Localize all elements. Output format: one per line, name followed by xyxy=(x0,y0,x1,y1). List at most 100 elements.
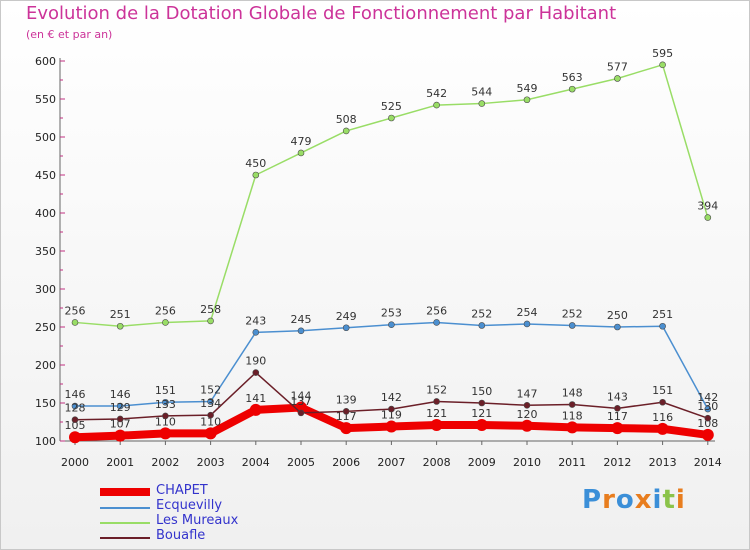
data-label-les-mureaux: 479 xyxy=(291,135,312,148)
data-point-bouafle xyxy=(388,405,395,413)
data-label-ecquevilly: 250 xyxy=(607,309,628,322)
data-point-ecquevilly xyxy=(614,323,621,331)
data-point-chapet xyxy=(114,429,127,442)
chart-subtitle: (en € et par an) xyxy=(26,28,113,41)
x-tick-label: 2004 xyxy=(242,456,270,469)
data-label-bouafle: 152 xyxy=(426,383,447,396)
data-label-les-mureaux: 595 xyxy=(652,47,673,60)
x-tick-label: 2009 xyxy=(468,456,496,469)
data-label-chapet: 105 xyxy=(65,419,86,432)
data-point-chapet xyxy=(204,427,217,440)
data-point-chapet xyxy=(69,431,81,444)
data-label-bouafle: 134 xyxy=(200,397,221,410)
data-label-bouafle: 133 xyxy=(155,398,176,411)
data-point-ecquevilly xyxy=(342,324,350,332)
legend-label-chapet: CHAPET xyxy=(156,483,208,498)
data-label-les-mureaux: 251 xyxy=(110,308,131,321)
data-label-ecquevilly: 256 xyxy=(426,304,447,317)
data-label-chapet: 119 xyxy=(381,409,402,422)
data-label-ecquevilly: 251 xyxy=(652,308,673,321)
logo-letter: x xyxy=(634,485,653,515)
data-point-chapet xyxy=(475,419,488,432)
data-point-ecquevilly xyxy=(252,329,260,336)
legend-swatch-bouafle xyxy=(100,537,150,539)
data-label-ecquevilly: 142 xyxy=(697,391,718,404)
x-tick-label: 2011 xyxy=(558,456,586,469)
data-point-les-mureaux xyxy=(162,319,169,326)
y-tick-label: 300 xyxy=(35,283,56,296)
data-label-les-mureaux: 563 xyxy=(562,71,583,84)
data-point-bouafle xyxy=(704,414,712,422)
data-label-chapet: 121 xyxy=(426,407,447,420)
y-tick-label: 600 xyxy=(35,55,56,68)
data-label-chapet: 120 xyxy=(517,408,538,421)
data-label-les-mureaux: 256 xyxy=(155,304,176,317)
x-tick-label: 2013 xyxy=(649,456,677,469)
data-label-chapet: 117 xyxy=(607,410,628,423)
data-label-les-mureaux: 549 xyxy=(517,82,538,95)
data-point-les-mureaux xyxy=(568,85,576,93)
data-label-les-mureaux: 450 xyxy=(245,157,266,170)
x-tick-label: 2012 xyxy=(603,456,631,469)
data-point-bouafle xyxy=(659,398,666,406)
data-point-bouafle xyxy=(614,405,621,412)
data-label-les-mureaux: 544 xyxy=(471,86,492,99)
data-label-bouafle: 129 xyxy=(110,401,131,414)
y-tick-label: 350 xyxy=(35,245,56,258)
data-label-ecquevilly: 146 xyxy=(65,388,86,401)
data-point-chapet xyxy=(566,421,579,434)
data-label-bouafle: 142 xyxy=(381,391,402,404)
y-tick-label: 400 xyxy=(35,207,56,220)
data-point-les-mureaux xyxy=(523,96,531,104)
data-label-ecquevilly: 254 xyxy=(517,306,538,319)
data-label-ecquevilly: 152 xyxy=(200,383,221,396)
data-point-chapet xyxy=(340,422,353,435)
data-label-ecquevilly: 253 xyxy=(381,307,402,320)
data-point-chapet xyxy=(521,419,533,432)
y-tick-label: 450 xyxy=(35,169,56,182)
x-tick-label: 2001 xyxy=(106,456,134,469)
data-point-ecquevilly xyxy=(71,402,79,410)
x-tick-label: 2002 xyxy=(151,456,179,469)
data-point-bouafle xyxy=(297,409,305,417)
data-point-bouafle xyxy=(433,398,440,405)
data-point-les-mureaux xyxy=(207,317,214,325)
data-label-les-mureaux: 258 xyxy=(200,303,221,316)
legend-swatch-les-mureaux xyxy=(100,522,150,524)
data-point-ecquevilly xyxy=(162,398,169,406)
data-point-ecquevilly xyxy=(704,405,712,413)
legend-label-ecquevilly: Ecquevilly xyxy=(156,498,223,513)
data-point-les-mureaux xyxy=(478,100,486,107)
data-point-ecquevilly xyxy=(568,322,576,329)
x-tick-label: 2008 xyxy=(423,456,451,469)
data-point-chapet xyxy=(249,403,262,416)
data-label-les-mureaux: 256 xyxy=(65,304,86,317)
data-label-bouafle: 190 xyxy=(245,355,266,368)
y-tick-label: 200 xyxy=(35,359,56,372)
data-point-bouafle xyxy=(162,412,169,420)
data-point-bouafle xyxy=(568,401,576,408)
x-tick-label: 2010 xyxy=(513,456,541,469)
data-label-chapet: 110 xyxy=(200,415,221,428)
logo-letter: P xyxy=(582,485,603,515)
chart-title: Evolution de la Dotation Globale de Fonc… xyxy=(26,3,617,24)
data-point-chapet xyxy=(656,422,669,435)
data-point-bouafle xyxy=(523,401,531,409)
data-point-les-mureaux xyxy=(252,171,260,179)
data-point-bouafle xyxy=(71,416,79,424)
x-tick-label: 2014 xyxy=(694,456,722,469)
data-label-ecquevilly: 243 xyxy=(245,314,266,327)
data-point-ecquevilly xyxy=(116,402,124,410)
data-label-bouafle: 147 xyxy=(517,387,538,400)
x-tick-label: 2003 xyxy=(197,456,225,469)
data-label-bouafle: 143 xyxy=(607,390,628,403)
data-point-ecquevilly xyxy=(297,327,305,335)
data-point-ecquevilly xyxy=(207,398,214,405)
logo-letter: o xyxy=(615,485,635,515)
data-point-les-mureaux xyxy=(342,127,350,135)
y-tick-label: 500 xyxy=(35,131,56,144)
data-label-chapet: 118 xyxy=(562,409,583,422)
data-label-chapet: 116 xyxy=(652,411,673,424)
